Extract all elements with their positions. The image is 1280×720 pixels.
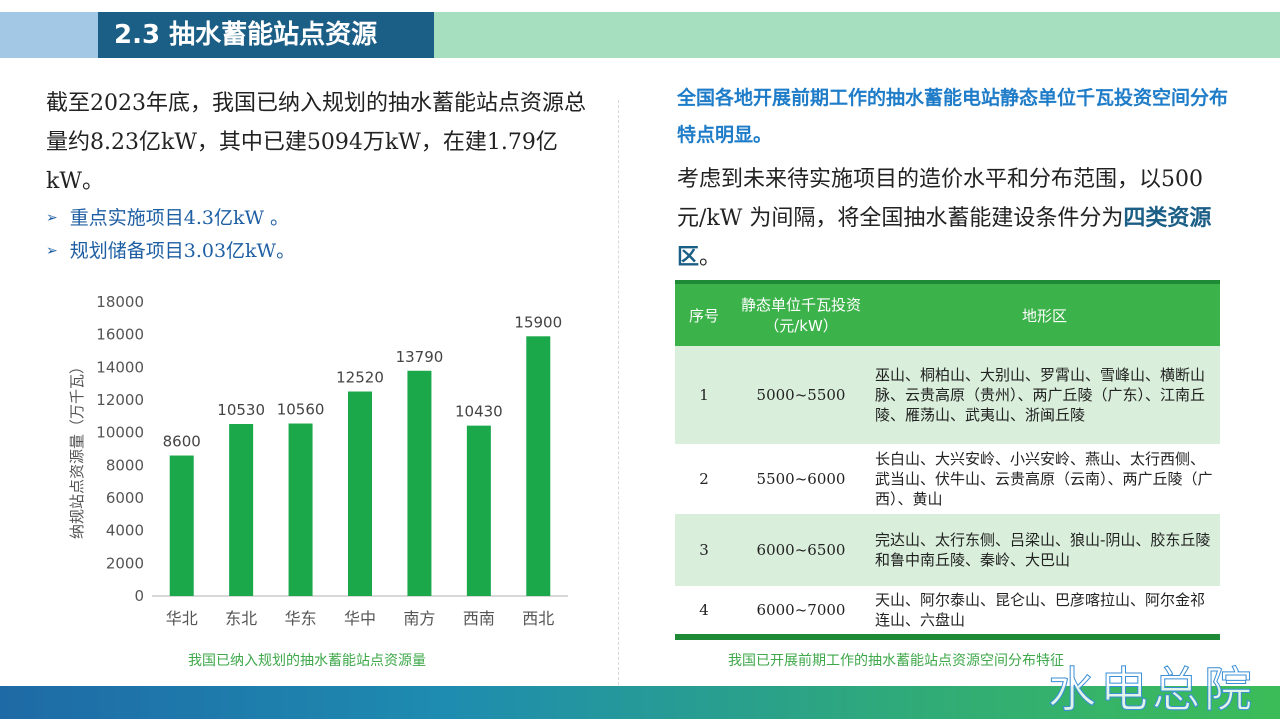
column-divider	[618, 100, 619, 685]
y-tick-label: 16000	[96, 326, 144, 344]
y-tick-label: 0	[134, 587, 144, 605]
bar	[348, 391, 372, 596]
header-terrain: 地形区	[869, 280, 1220, 346]
x-tick-label: 东北	[225, 609, 257, 628]
row-investment: 5000~5500	[733, 346, 869, 444]
table-row: 2 5500~6000 长白山、大兴安岭、小兴安岭、燕山、太行西侧、武当山、伏牛…	[675, 444, 1220, 514]
resource-zones-emphasis: 四类资源区	[677, 205, 1212, 270]
arrow-bullet-icon: ➢	[46, 243, 58, 259]
bar-value-label: 10430	[455, 403, 503, 421]
header-accent-block	[0, 12, 98, 58]
table-row: 4 6000~7000 天山、阿尔泰山、昆仑山、巴彦喀拉山、阿尔金祁连山、六盘山	[675, 586, 1220, 640]
header-bar	[434, 12, 1280, 58]
y-tick-label: 6000	[106, 489, 144, 507]
bar-value-label: 13790	[396, 348, 444, 366]
row-investment: 5500~6000	[733, 444, 869, 514]
y-tick-label: 2000	[106, 554, 144, 572]
bar-value-label: 12520	[336, 369, 384, 387]
x-tick-label: 华北	[166, 609, 198, 628]
y-axis-label: 纳规站点资源量（万千瓦）	[68, 359, 86, 539]
row-terrain: 完达山、太行东侧、吕梁山、狼山-阴山、胶东丘陵和鲁中南丘陵、秦岭、大巴山	[869, 514, 1220, 586]
row-terrain: 长白山、大兴安岭、小兴安岭、燕山、太行西侧、武当山、伏牛山、云贵高原（云南）、两…	[869, 444, 1220, 514]
table-row: 3 6000~6500 完达山、太行东侧、吕梁山、狼山-阴山、胶东丘陵和鲁中南丘…	[675, 514, 1220, 586]
right-paragraph: 考虑到未来待实施项目的造价水平和分布范围，以500元/kW 为间隔，将全国抽水蓄…	[677, 160, 1237, 277]
footer-bar	[0, 686, 1280, 719]
page-title: 2.3 抽水蓄能站点资源	[98, 12, 434, 58]
x-tick-label: 华中	[344, 609, 376, 628]
bullet-text: 重点实施项目4.3亿kW 。	[69, 207, 290, 229]
bar	[169, 455, 194, 596]
bar	[526, 336, 551, 596]
x-tick-label: 西南	[463, 609, 495, 628]
table-caption: 我国已开展前期工作的抽水蓄能站点资源空间分布特征	[728, 653, 1064, 669]
bar	[466, 425, 491, 596]
arrow-bullet-icon: ➢	[46, 210, 58, 226]
bullet-text: 规划储备项目3.03亿kW。	[69, 240, 296, 262]
row-index: 4	[675, 586, 733, 640]
x-tick-label: 华东	[285, 609, 317, 628]
row-terrain: 天山、阿尔泰山、昆仑山、巴彦喀拉山、阿尔金祁连山、六盘山	[869, 586, 1220, 640]
x-tick-label: 南方	[403, 609, 435, 628]
row-index: 1	[675, 346, 733, 444]
right-paragraph-end: 。	[699, 245, 722, 270]
row-investment: 6000~6500	[733, 514, 869, 586]
watermark-logo: 水电总院	[1047, 662, 1257, 719]
table-row: 1 5000~5500 巫山、桐柏山、大别山、罗霄山、雪峰山、横断山脉、云贵高原…	[675, 346, 1220, 444]
header-investment: 静态单位千瓦投资（元/kW）	[733, 280, 869, 346]
chart-caption: 我国已纳入规划的抽水蓄能站点资源量	[188, 653, 426, 669]
row-investment: 6000~7000	[733, 586, 869, 640]
right-heading: 全国各地开展前期工作的抽水蓄能电站静态单位千瓦投资空间分布特点明显。	[677, 87, 1229, 146]
resource-bar-chart: 0 2000 4000 6000 8000 10000 12000 14000 16000 180…	[68, 293, 568, 628]
bar	[288, 423, 313, 596]
bullet-item: ➢ 重点实施项目4.3亿kW 。	[46, 202, 606, 235]
bar	[407, 370, 432, 596]
row-index: 2	[675, 444, 733, 514]
bullet-list: ➢ 重点实施项目4.3亿kW 。 ➢ 规划储备项目3.03亿kW。	[46, 202, 606, 268]
bar-value-label: 10560	[277, 401, 325, 419]
y-tick-label: 18000	[96, 293, 144, 311]
row-index: 3	[675, 514, 733, 586]
bar-value-label: 15900	[514, 313, 562, 331]
bullet-item: ➢ 规划储备项目3.03亿kW。	[46, 235, 606, 268]
right-paragraph-text: 考虑到未来待实施项目的造价水平和分布范围，以500元/kW 为间隔，将全国抽水蓄…	[677, 167, 1203, 231]
bar-value-label: 10530	[217, 401, 265, 419]
row-terrain: 巫山、桐柏山、大别山、罗霄山、雪峰山、横断山脉、云贵高原（贵州）、两广丘陵（广东…	[869, 346, 1220, 444]
table-header-row: 序号 静态单位千瓦投资（元/kW） 地形区	[675, 280, 1220, 346]
bar-value-label: 8600	[163, 433, 201, 451]
resource-zone-table: 序号 静态单位千瓦投资（元/kW） 地形区 1 5000~5500 巫山、桐柏山…	[675, 280, 1220, 640]
x-tick-label: 西北	[522, 609, 554, 628]
y-tick-label: 14000	[96, 358, 144, 376]
header-index: 序号	[675, 280, 733, 346]
y-tick-label: 10000	[96, 424, 144, 442]
y-tick-label: 4000	[106, 522, 144, 540]
y-tick-label: 8000	[106, 456, 144, 474]
bar	[229, 424, 254, 596]
intro-paragraph: 截至2023年底，我国已纳入规划的抽水蓄能站点资源总量约8.23亿kW，其中已建…	[46, 91, 586, 194]
y-tick-label: 12000	[96, 391, 144, 409]
